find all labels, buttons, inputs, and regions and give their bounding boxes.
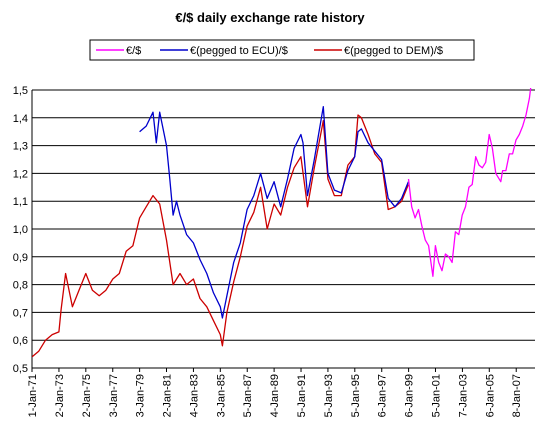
- y-tick-label: 0,5: [13, 363, 28, 375]
- x-tick-label: 8-Jan-07: [511, 374, 523, 417]
- y-tick-label: 0,6: [13, 335, 28, 347]
- y-tick-label: 1,1: [13, 196, 28, 208]
- series-line-ecu: [139, 106, 410, 319]
- x-tick-label: 5-Jan-01: [430, 374, 442, 417]
- x-tick-label: 1-Jan-71: [27, 374, 39, 417]
- y-tick-label: 1,5: [13, 85, 28, 97]
- y-tick-label: 1,0: [13, 224, 28, 236]
- y-tick-label: 0,9: [13, 252, 28, 264]
- x-tick-label: 2-Jan-73: [54, 374, 66, 417]
- x-tick-label: 6-Jan-05: [484, 374, 496, 417]
- legend: €/$ €(pegged to ECU)/$ €(pegged to DEM)/…: [89, 39, 475, 61]
- plot-area: 0,5 0,6 0,7 0,8 0,9 1,0 1,1 1,2 1,3 1,4 1,5 1-Jan-7…: [13, 85, 535, 417]
- series-line-eur-usd: [407, 88, 532, 277]
- legend-box: [89, 39, 475, 61]
- legend-label-dem: €(pegged to DEM)/$: [344, 45, 443, 57]
- legend-label-ecu: €(pegged to ECU)/$: [190, 45, 288, 57]
- y-tick-label: 1,2: [13, 168, 28, 180]
- legend-label-eur-usd: €/$: [126, 45, 141, 57]
- y-tick-label: 0,7: [13, 307, 28, 319]
- x-tick-label: 3-Jan-79: [135, 374, 147, 417]
- y-tick-label: 1,3: [13, 141, 28, 153]
- x-tick-label: 2-Jan-81: [161, 374, 173, 417]
- x-tick-label: 5-Jan-95: [350, 374, 362, 417]
- x-tick-label: 6-Jan-97: [377, 374, 389, 417]
- y-tick-label: 0,8: [13, 280, 28, 292]
- y-tick-label: 1,4: [13, 113, 28, 125]
- x-tick-label: 6-Jan-99: [404, 374, 416, 417]
- series-line-dem: [32, 114, 410, 358]
- x-tick-label: 5-Jan-91: [296, 374, 308, 417]
- x-tick-label: 5-Jan-87: [242, 374, 254, 417]
- x-tick-label: 4-Jan-83: [188, 374, 200, 417]
- x-tick-label: 4-Jan-89: [269, 374, 281, 417]
- x-tick-label: 3-Jan-77: [108, 374, 120, 417]
- x-tick-label: 7-Jan-03: [457, 374, 469, 417]
- x-tick-label: 3-Jan-85: [215, 374, 227, 417]
- chart-title: €/$ daily exchange rate history: [175, 10, 365, 25]
- x-tick-label: 2-Jan-75: [81, 374, 93, 417]
- x-tick-label: 5-Jan-93: [323, 374, 335, 417]
